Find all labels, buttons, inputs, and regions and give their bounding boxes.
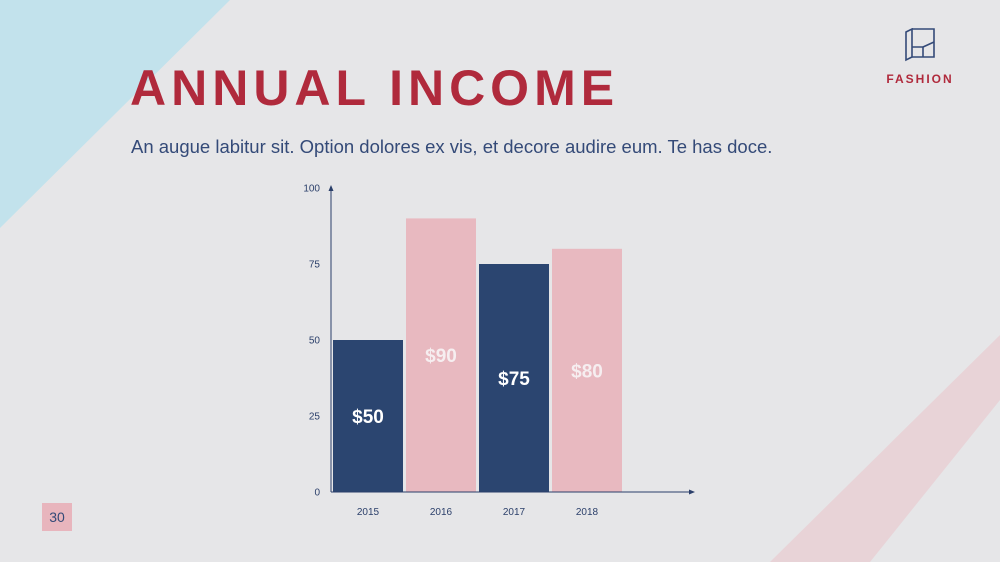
slide-subtitle: An augue labitur sit. Option dolores ex …: [131, 136, 773, 157]
fashion-logo-icon: [905, 28, 935, 62]
pink-diagonal-stripe: [770, 335, 1000, 562]
bars: $50 $90 $75 $80: [333, 218, 622, 492]
bar-2018: [552, 248, 622, 492]
brand-name: FASHION: [886, 72, 954, 86]
bar-value-label: $50: [352, 407, 384, 428]
x-tick-label: 2016: [430, 507, 453, 518]
bar-2016: [406, 218, 476, 492]
y-axis-arrow: [328, 185, 334, 191]
x-axis-ticks: 2015 2016 2017 2018: [357, 507, 599, 518]
y-tick-label: 50: [309, 336, 321, 347]
slide-title: ANNUAL INCOME: [130, 60, 620, 116]
blue-diagonal-stripe: [0, 0, 230, 228]
brand-logo: FASHION: [878, 28, 962, 86]
bar-2017: [479, 264, 549, 492]
bar-value-label: $90: [425, 346, 457, 367]
y-tick-label: 75: [309, 260, 321, 271]
page-number: 30: [42, 503, 72, 531]
x-tick-label: 2015: [357, 507, 380, 518]
bar-2015: [333, 340, 403, 492]
y-tick-label: 25: [309, 412, 321, 423]
x-tick-label: 2018: [576, 507, 599, 518]
y-axis-ticks: 0 25 50 75 100: [303, 184, 320, 499]
x-tick-label: 2017: [503, 507, 526, 518]
bar-value-label: $80: [571, 361, 603, 382]
bar-value-label: $75: [498, 369, 530, 390]
y-tick-label: 100: [303, 184, 320, 195]
y-tick-label: 0: [314, 488, 320, 499]
x-axis-arrow: [689, 489, 695, 495]
